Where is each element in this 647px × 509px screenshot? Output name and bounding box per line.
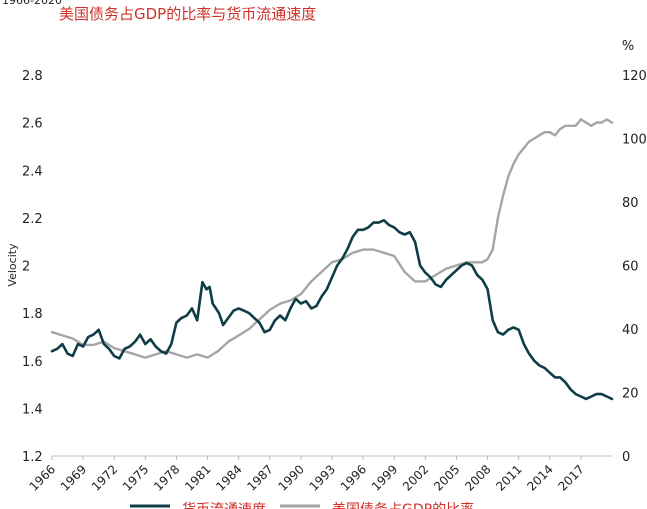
x-tick-label: 1996 <box>338 462 369 493</box>
right-tick-label: 80 <box>622 196 639 211</box>
right-axis-ticks: 0 20 40 60 80 100 120 <box>622 69 647 465</box>
x-tick-label: 2011 <box>493 462 524 493</box>
x-tick-label: 1987 <box>244 462 275 493</box>
right-tick-label: 0 <box>622 450 630 465</box>
right-tick-label: 120 <box>622 69 647 84</box>
x-tick-label: 1972 <box>89 462 120 493</box>
left-tick-label: 2.4 <box>22 164 43 179</box>
x-tick-label: 1981 <box>182 462 213 493</box>
left-tick-label: 2 <box>22 260 30 275</box>
right-tick-label: 100 <box>622 133 647 148</box>
debt-ratio-series-line <box>50 118 614 359</box>
x-tick-label: 2017 <box>556 462 587 493</box>
left-tick-label: 2.8 <box>22 69 43 84</box>
left-tick-label: 2.6 <box>22 117 43 132</box>
left-axis-ticks: 1.2 1.4 1.6 1.8 2 2.2 2.4 2.6 2.8 <box>22 69 43 465</box>
x-tick-label: 2005 <box>431 462 462 493</box>
right-tick-label: 40 <box>622 323 639 338</box>
x-tick-label: 1990 <box>276 462 307 493</box>
series-group <box>50 118 614 401</box>
x-tick-label: 1975 <box>120 462 151 493</box>
x-tick-label: 2002 <box>400 462 431 493</box>
x-tick-label: 1966 <box>27 462 58 493</box>
left-axis-label: Velocity <box>6 243 19 287</box>
x-tick-label: 2014 <box>524 462 555 493</box>
left-tick-label: 1.4 <box>22 402 43 417</box>
left-tick-label: 2.2 <box>22 212 43 227</box>
legend: 货币流通速度 美国债务占GDP的比率 <box>130 501 474 509</box>
right-axis-unit: % <box>622 39 634 54</box>
x-tick-label: 1978 <box>151 462 182 493</box>
top-cropped-text: 1966-2020 <box>2 0 62 7</box>
left-tick-label: 1.2 <box>22 450 43 465</box>
chart-title: 美国债务占GDP的比率与货币流通速度 <box>59 5 316 23</box>
x-axis-ticks: 1966 1969 1972 1975 1978 1981 1984 1987 1990 1993… <box>27 456 587 494</box>
x-tick-label: 1999 <box>369 462 400 493</box>
left-tick-label: 1.8 <box>22 307 43 322</box>
legend-velocity-label: 货币流通速度 <box>182 501 266 509</box>
velocity-series-line <box>50 219 614 401</box>
right-tick-label: 20 <box>622 387 639 402</box>
legend-debt-ratio-label: 美国债务占GDP的比率 <box>332 501 474 509</box>
x-tick-label: 1993 <box>307 462 338 493</box>
right-tick-label: 60 <box>622 260 639 275</box>
x-tick-label: 2008 <box>462 462 493 493</box>
x-tick-label: 1969 <box>58 462 89 493</box>
left-tick-label: 1.6 <box>22 355 43 370</box>
x-tick-label: 1984 <box>213 462 244 493</box>
